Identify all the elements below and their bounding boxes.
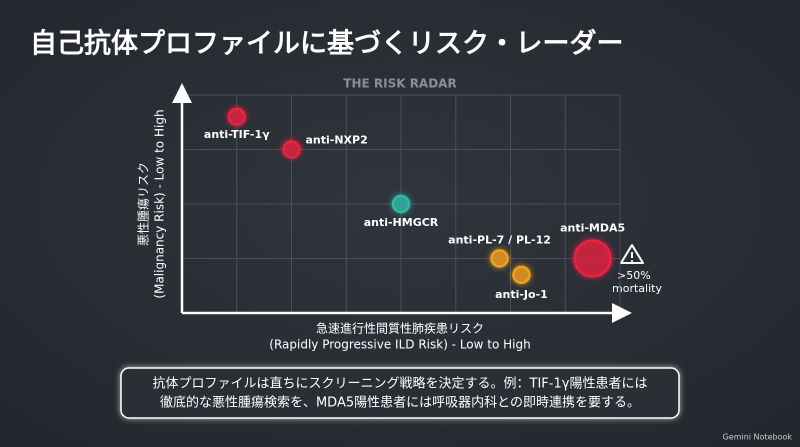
chart-title: THE RISK RADAR — [343, 77, 456, 91]
point — [282, 140, 301, 159]
callout-text: 抗体プロファイルは直ちにスクリーニング戦略を決定する。例：TIF-1γ陽性患者に… — [153, 376, 648, 392]
annotation: mortality — [612, 282, 662, 295]
point-label: anti-PL-7 / PL-12 — [448, 234, 551, 247]
point — [490, 249, 509, 268]
point — [573, 239, 612, 278]
point-label: anti-Jo-1 — [495, 288, 548, 301]
point-label: anti-TIF-1γ — [204, 128, 270, 141]
y-axis-label: (Malignancy Risk) - Low to High — [153, 109, 167, 298]
annotation: >50% — [617, 269, 651, 282]
x-axis-label: 急速進行性間質性肺疾患リスク — [316, 321, 484, 336]
point-label: anti-NXP2 — [306, 134, 368, 147]
point-label: anti-HMGCR — [364, 216, 439, 229]
point-label: anti-MDA5 — [560, 222, 625, 235]
warning-icon — [620, 244, 644, 264]
footer: Gemini Notebook — [723, 433, 793, 442]
x-axis-label: (Rapidly Progressive ILD Risk) - Low to … — [269, 338, 530, 352]
slide-title: 自己抗体プロファイルに基づくリスク・レーダー — [30, 28, 623, 60]
point — [227, 107, 246, 127]
callout-text: 徹底的な悪性腫瘍検索を、MDA5陽性患者には呼吸器内科との即時連携を要する。 — [160, 395, 640, 411]
y-axis-label: 悪性腫瘍リスク — [136, 162, 151, 246]
callout-box — [120, 367, 680, 419]
point — [391, 194, 411, 214]
point — [512, 265, 531, 285]
